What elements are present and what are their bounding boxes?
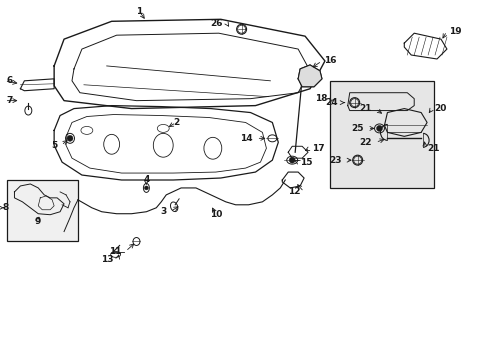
Circle shape (67, 135, 73, 141)
FancyBboxPatch shape (329, 81, 433, 188)
Text: 22: 22 (358, 138, 371, 147)
Text: 10: 10 (209, 210, 222, 219)
Text: 16: 16 (323, 57, 336, 66)
Text: 12: 12 (287, 188, 300, 197)
Circle shape (288, 157, 295, 163)
Text: 19: 19 (448, 27, 461, 36)
Text: 7: 7 (6, 96, 13, 105)
Text: 17: 17 (311, 144, 324, 153)
Text: 6: 6 (6, 76, 13, 85)
Text: 3: 3 (160, 207, 166, 216)
Text: 24: 24 (325, 98, 337, 107)
Text: 26: 26 (210, 19, 223, 28)
Text: 20: 20 (433, 104, 446, 113)
Text: 23: 23 (328, 156, 341, 165)
Text: 9: 9 (34, 217, 41, 226)
Polygon shape (298, 65, 321, 87)
Text: 14: 14 (240, 134, 252, 143)
Text: 21: 21 (426, 144, 439, 153)
Circle shape (144, 186, 148, 190)
Text: 5: 5 (51, 141, 57, 150)
FancyBboxPatch shape (6, 180, 78, 242)
Text: 1: 1 (136, 7, 142, 16)
Text: 13: 13 (101, 255, 113, 264)
Circle shape (376, 125, 382, 131)
Text: 21: 21 (358, 104, 371, 113)
Text: 15: 15 (300, 158, 312, 167)
Text: 8: 8 (2, 203, 9, 212)
Text: 18: 18 (315, 94, 327, 103)
Text: 2: 2 (173, 118, 179, 127)
Text: 25: 25 (350, 124, 363, 133)
Text: 4: 4 (143, 175, 149, 184)
Text: 11: 11 (109, 247, 122, 256)
